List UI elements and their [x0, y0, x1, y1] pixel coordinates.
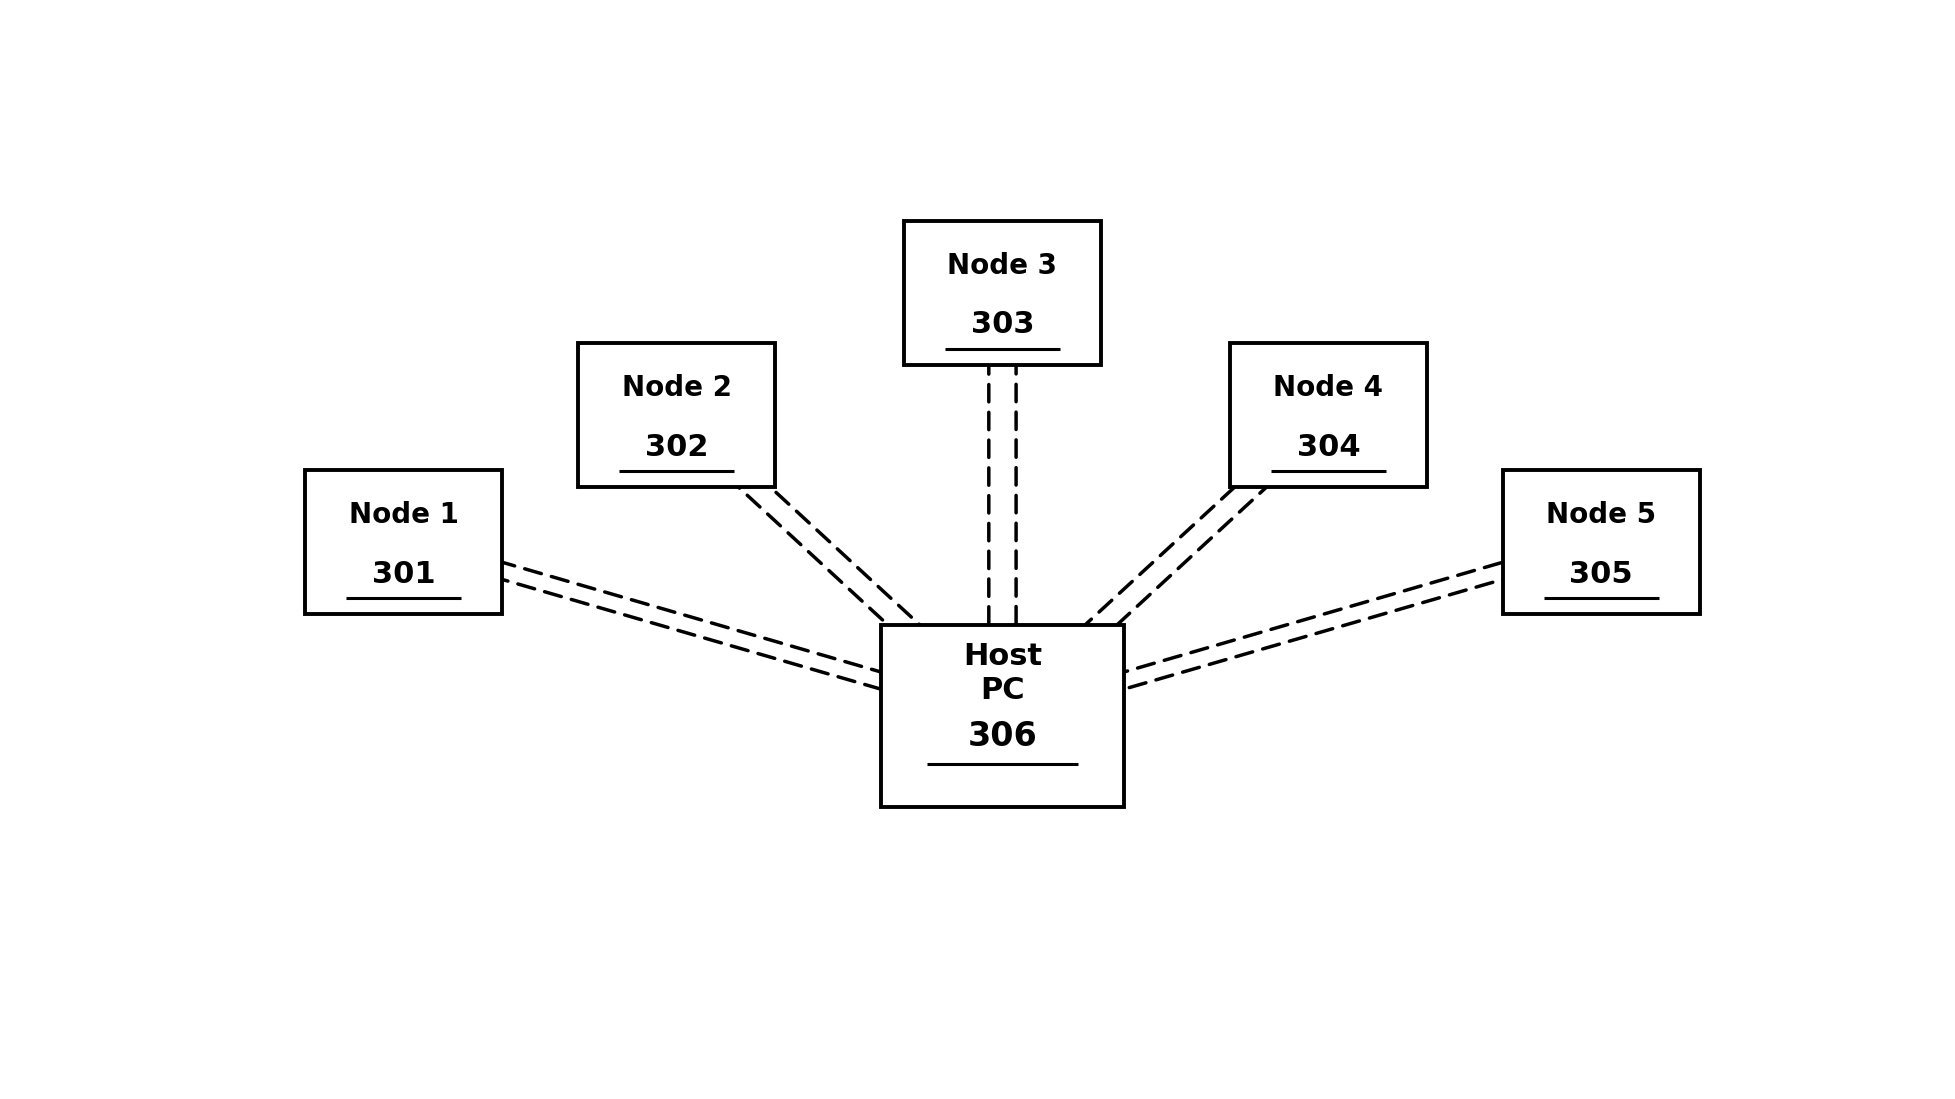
Text: 301: 301 — [371, 560, 436, 589]
Text: Node 4: Node 4 — [1273, 375, 1382, 402]
Text: 302: 302 — [645, 433, 708, 462]
Text: Node 3: Node 3 — [946, 252, 1058, 279]
Text: Host
PC: Host PC — [962, 642, 1042, 704]
Text: 304: 304 — [1296, 433, 1359, 462]
Bar — [305, 470, 502, 614]
Text: 305: 305 — [1568, 560, 1632, 589]
Text: 303: 303 — [970, 310, 1034, 340]
Bar — [1501, 470, 1699, 614]
Text: Node 1: Node 1 — [348, 501, 457, 530]
Text: Node 2: Node 2 — [622, 375, 731, 402]
Bar — [903, 221, 1101, 365]
Bar — [1230, 343, 1425, 487]
Bar — [880, 625, 1122, 807]
Text: Node 5: Node 5 — [1544, 501, 1656, 530]
Text: 306: 306 — [968, 721, 1036, 754]
Bar — [579, 343, 774, 487]
